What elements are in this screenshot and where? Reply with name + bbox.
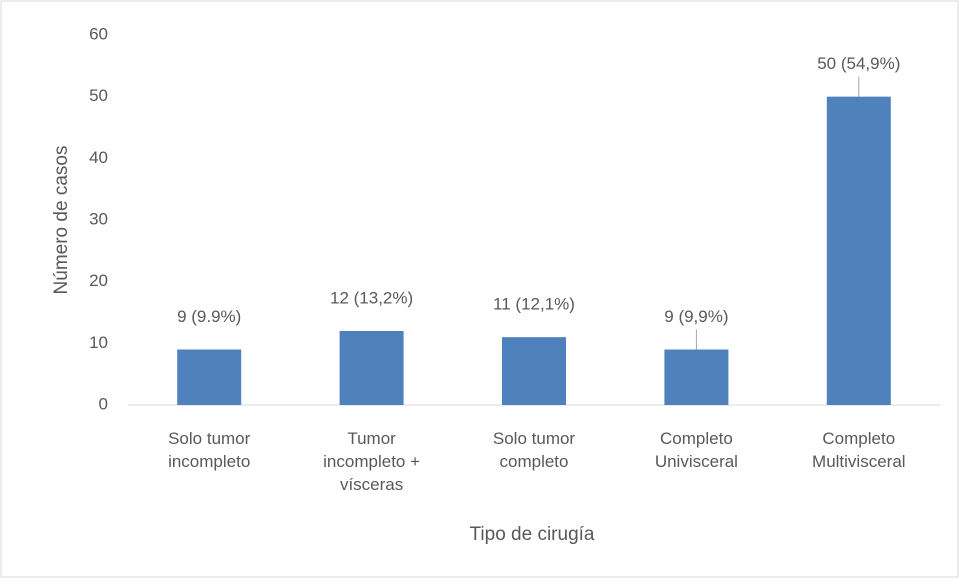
x-tick-label: Completo Univisceral	[655, 429, 738, 471]
y-tick-label: 20	[89, 271, 108, 290]
x-axis-label: Tipo de cirugía	[470, 524, 595, 545]
value-label: 11 (12,1%)	[493, 295, 575, 314]
value-label: 9 (9.9%)	[177, 307, 241, 326]
bar	[339, 331, 404, 405]
x-tick-label: Completo Multivisceral	[812, 429, 906, 471]
x-tick-label: Solo tumor incompleto	[168, 429, 251, 471]
value-label: 9 (9,9%)	[664, 307, 728, 326]
x-tick-label: Solo tumor completo	[493, 429, 576, 471]
y-axis-label: Número de casos	[51, 146, 72, 295]
y-tick-label: 0	[99, 394, 108, 413]
y-tick-label: 30	[89, 209, 108, 228]
bar	[177, 349, 242, 405]
bar	[826, 96, 891, 406]
y-tick-label: 40	[89, 148, 108, 167]
x-tick-label: Tumor incompleto + vísceras	[323, 429, 420, 494]
bar	[502, 337, 566, 405]
bar	[664, 349, 729, 405]
y-tick-label: 50	[89, 86, 108, 105]
y-tick-label: 60	[89, 24, 108, 43]
value-label: 50 (54,9%)	[817, 54, 900, 73]
y-tick-label: 10	[89, 333, 108, 352]
value-label: 12 (13,2%)	[330, 288, 413, 307]
